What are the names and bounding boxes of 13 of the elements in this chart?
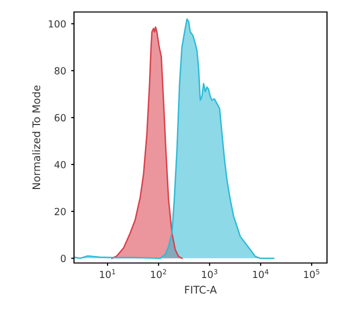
x-tick-label: 10$^{5}$ xyxy=(304,269,320,278)
y-tick-label: 40 xyxy=(54,160,66,168)
x-tick-label: 10$^{4}$ xyxy=(253,269,268,278)
x-axis-title: FITC-A xyxy=(185,286,217,294)
y-tick-label: 60 xyxy=(54,114,66,122)
y-tick-label: 80 xyxy=(54,67,66,74)
x-tick-label: 10$^{3}$ xyxy=(202,269,218,278)
y-tick-label: 20 xyxy=(54,208,66,216)
y-axis-title: Normalized To Mode xyxy=(32,86,40,189)
x-tick-label: 10$^{2}$ xyxy=(151,269,166,278)
y-tick-label: 0 xyxy=(60,254,66,262)
x-tick-label: 10$^{1}$ xyxy=(100,269,116,278)
y-tick-label: 100 xyxy=(48,20,66,28)
